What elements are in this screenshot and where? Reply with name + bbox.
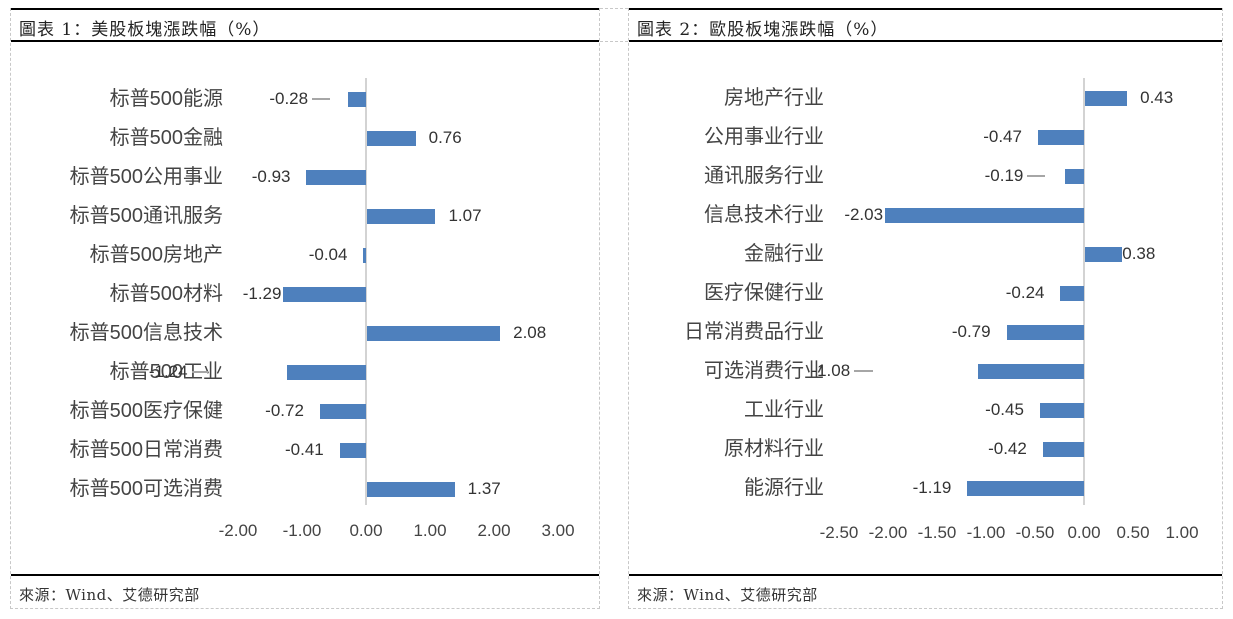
data-label: 0.43	[1140, 88, 1174, 107]
x-axis-tick-label: 1.00	[413, 521, 447, 540]
data-label: -0.19	[984, 166, 1024, 185]
data-label: -0.79	[951, 322, 991, 341]
data-label: -0.42	[988, 439, 1027, 458]
data-label: -0.04	[308, 245, 348, 264]
category-label: 标普500房地产	[89, 244, 223, 266]
bar	[967, 481, 1084, 496]
data-label: -2.03	[844, 205, 884, 224]
x-axis-tick-label: -2.00	[868, 523, 908, 542]
category-label: 信息技术行业	[704, 204, 824, 226]
bar	[1042, 442, 1084, 457]
data-label: -0.93	[251, 167, 291, 186]
category-label: 标普500公用事业	[69, 166, 223, 188]
data-label: 0.38	[1122, 244, 1156, 263]
panel-gap	[600, 8, 628, 42]
data-label: -0.47	[983, 127, 1022, 146]
bar-chart-eu-sectors: 房地产行业 0.43 公用事业行业 -0.47 通讯服务行业 -0.19 信息技术行业 -2.…	[629, 8, 1224, 574]
bar-chart-us-sectors: 标普500能源 -0.28 标普500金融 0.76 标普500公用事业 -0.93 标普5…	[11, 8, 601, 574]
source-row: 來源：Wind、艾德研究部	[11, 574, 599, 609]
bar	[1037, 130, 1084, 145]
bar	[885, 208, 1084, 223]
bar	[339, 443, 366, 458]
bar	[286, 365, 366, 380]
data-label: -1.24	[148, 362, 188, 381]
category-label: 标普500能源	[109, 88, 223, 110]
bar	[978, 364, 1084, 379]
category-label: 标普500可选消费	[69, 478, 223, 500]
data-label: -0.24	[1005, 283, 1045, 302]
category-label: 工业行业	[744, 399, 824, 421]
x-axis-tick-label: -2.00	[218, 521, 258, 540]
data-label: -1.29	[242, 284, 282, 303]
category-label: 可选消费行业	[704, 360, 824, 382]
category-label: 通讯服务行业	[704, 165, 824, 187]
x-axis-tick-label: 3.00	[541, 521, 575, 540]
category-label: 标普500材料	[109, 283, 223, 305]
category-label: 日常消费品行业	[684, 321, 824, 343]
category-label: 标普500金融	[109, 127, 223, 149]
category-label: 能源行业	[744, 477, 824, 499]
bar	[283, 287, 366, 302]
chart-title: 圖表 1：美股板塊漲跌幅（%）	[19, 20, 271, 40]
x-axis-tick-label: 0.00	[349, 521, 383, 540]
data-label: -1.19	[912, 478, 952, 497]
source-note: 來源：Wind、艾德研究部	[19, 586, 200, 604]
label-leader-line	[191, 371, 208, 373]
category-label: 标普500工业	[109, 361, 223, 383]
data-label: -0.72	[265, 401, 304, 420]
bar	[1085, 247, 1123, 262]
x-axis-tick-label: 1.00	[1165, 523, 1199, 542]
category-label: 标普500通讯服务	[69, 205, 223, 227]
x-axis-tick-label: -1.00	[282, 521, 322, 540]
chart-title-row: 圖表 1：美股板塊漲跌幅（%）	[11, 8, 599, 42]
bar	[367, 131, 416, 146]
bar	[367, 482, 455, 497]
bar	[363, 248, 366, 263]
bar	[367, 326, 501, 341]
data-label: 1.37	[467, 479, 501, 498]
bar	[1065, 169, 1084, 184]
bar	[319, 404, 366, 419]
chart-title: 圖表 2：歐股板塊漲跌幅（%）	[637, 20, 889, 40]
source-note: 來源：Wind、艾德研究部	[637, 586, 818, 604]
category-label: 标普500信息技术	[69, 322, 223, 344]
x-axis-tick-label: 0.50	[1116, 523, 1150, 542]
category-label: 标普500日常消费	[69, 439, 223, 461]
category-label: 医疗保健行业	[704, 282, 824, 304]
category-label: 原材料行业	[724, 438, 824, 460]
chart-panel-us: 圖表 1：美股板塊漲跌幅（%） 标普500能源 -0.28 标普500金融 0.76 标…	[10, 8, 600, 609]
chart-title-row: 圖表 2：歐股板塊漲跌幅（%）	[629, 8, 1222, 42]
zero-axis-line	[1083, 78, 1085, 505]
data-label: -1.08	[811, 361, 851, 380]
data-label: -0.41	[285, 440, 324, 459]
bar	[1085, 91, 1128, 106]
bar	[367, 209, 436, 224]
label-leader-line	[312, 98, 331, 100]
bar	[1060, 286, 1084, 301]
bar	[1006, 325, 1084, 340]
bar	[1039, 403, 1084, 418]
category-label: 标普500医疗保健	[69, 400, 223, 422]
data-label: 0.76	[428, 128, 462, 147]
label-leader-line	[1027, 175, 1046, 177]
data-label: 1.07	[448, 206, 482, 225]
bar	[348, 92, 366, 107]
x-axis-tick-label: -2.50	[819, 523, 859, 542]
x-axis-tick-label: 2.00	[477, 521, 511, 540]
bar	[306, 170, 366, 185]
category-label: 公用事业行业	[704, 126, 824, 148]
x-axis-tick-label: -1.00	[966, 523, 1006, 542]
x-axis-tick-label: -1.50	[917, 523, 957, 542]
data-label: -0.45	[985, 400, 1024, 419]
label-leader-line	[854, 370, 874, 372]
data-label: -0.28	[269, 89, 309, 108]
category-label: 房地产行业	[724, 87, 824, 109]
zero-axis-line	[365, 78, 367, 505]
category-label: 金融行业	[744, 243, 824, 265]
x-axis-tick-label: -0.50	[1015, 523, 1055, 542]
data-label: 2.08	[513, 323, 547, 342]
source-row: 來源：Wind、艾德研究部	[629, 574, 1222, 609]
chart-panel-eu: 圖表 2：歐股板塊漲跌幅（%） 房地产行业 0.43 公用事业行业 -0.47 通讯服务…	[628, 8, 1223, 609]
x-axis-tick-label: 0.00	[1067, 523, 1101, 542]
